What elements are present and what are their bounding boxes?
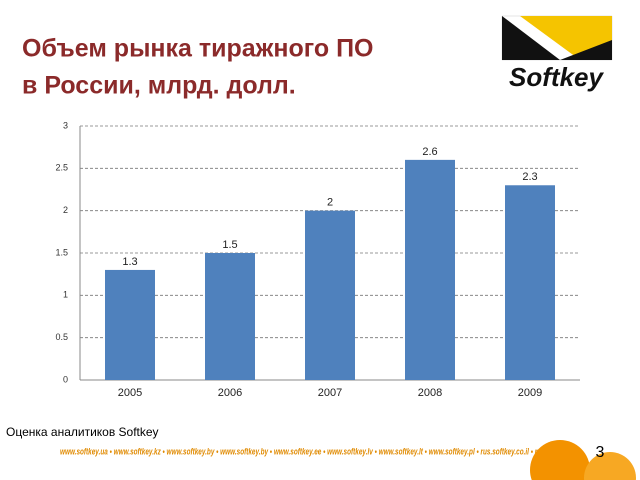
data-label: 2 <box>327 197 333 209</box>
title-line: в России, млрд. долл. <box>22 72 296 100</box>
title-line: Объем рынка тиражного ПО <box>22 35 373 63</box>
data-label: 1.5 <box>222 239 237 251</box>
y-tick-label: 1 <box>63 290 68 300</box>
orange-decoration <box>584 452 636 480</box>
data-label: 2.6 <box>422 146 437 158</box>
x-tick-label: 2008 <box>418 387 442 399</box>
y-tick-label: 0.5 <box>55 332 68 342</box>
y-tick-label: 2.5 <box>55 163 68 173</box>
x-tick-label: 2005 <box>118 387 142 399</box>
source-note: Оценка аналитиков Softkey <box>6 425 159 439</box>
bar <box>405 159 455 380</box>
y-tick-label: 1.5 <box>55 247 68 257</box>
logo: Softkey <box>501 15 613 92</box>
bar <box>205 253 255 380</box>
footer-banner: www.softkey.ua • www.softkey.kz • www.so… <box>60 446 581 456</box>
page-number: 3 <box>596 444 605 461</box>
data-label: 1.3 <box>122 256 137 268</box>
orange-decoration <box>530 440 590 480</box>
y-tick-label: 2 <box>63 205 68 215</box>
y-tick-label: 3 <box>63 120 68 130</box>
x-tick-label: 2009 <box>518 387 542 399</box>
logo-text: Softkey <box>509 62 604 92</box>
x-tick-label: 2006 <box>218 387 242 399</box>
bar <box>505 185 555 380</box>
data-label: 2.3 <box>522 171 537 183</box>
bar <box>305 210 355 380</box>
y-tick-label: 0 <box>63 374 68 384</box>
x-tick-label: 2007 <box>318 387 342 399</box>
bar <box>105 269 155 380</box>
